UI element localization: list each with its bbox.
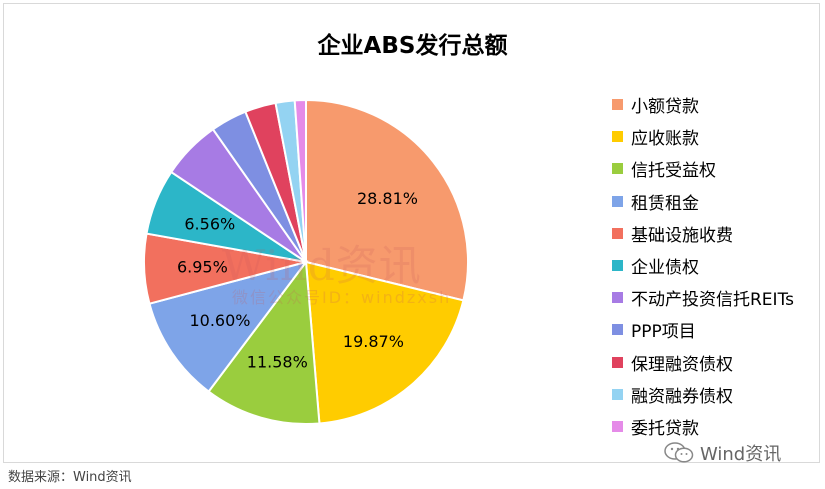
legend-item: PPP项目 bbox=[612, 315, 822, 345]
legend-swatch bbox=[612, 260, 623, 271]
legend-label: 基础设施收费 bbox=[631, 225, 733, 246]
pie-data-label: 6.56% bbox=[184, 214, 235, 233]
legend-label: 小额贷款 bbox=[631, 97, 699, 117]
brand-text: Wind资讯 bbox=[700, 444, 782, 465]
legend-swatch bbox=[612, 324, 623, 336]
legend-item: 保理融资债权 bbox=[612, 348, 822, 378]
watermark-sub: 微信公众号ID：windzxsh bbox=[232, 288, 452, 307]
legend-swatch bbox=[612, 195, 623, 207]
pie-data-label: 19.87% bbox=[343, 332, 404, 351]
legend-item: 小额贷款 bbox=[612, 90, 822, 120]
legend-label: PPP项目 bbox=[631, 322, 696, 343]
source-note: 数据来源：Wind资讯 bbox=[8, 470, 132, 485]
pie-slice bbox=[148, 260, 309, 393]
legend-swatch bbox=[612, 163, 623, 175]
chart-frame: 企业ABS发行总额 28.81% 19.87% 11.58% 10.60% 6.95% 6… bbox=[3, 3, 820, 463]
watermark-main: Wind资讯 bbox=[222, 241, 422, 290]
pie-chart: 28.81% 19.87% 11.58% 10.60% 6.95% 6.56% bbox=[143, 98, 469, 425]
legend-swatch bbox=[612, 356, 623, 368]
pie-slice bbox=[293, 98, 307, 263]
legend-item: 融资融券债权 bbox=[612, 380, 822, 410]
pie-slice bbox=[305, 98, 469, 302]
pie-data-label: 11.58% bbox=[247, 353, 308, 372]
pie-slice bbox=[304, 260, 465, 425]
legend-label: 融资融券债权 bbox=[631, 386, 733, 407]
legend-label: 租赁租金 bbox=[631, 193, 699, 214]
legend-swatch bbox=[612, 99, 623, 110]
pie-data-label: 28.81% bbox=[357, 189, 418, 208]
pie-slice bbox=[207, 259, 321, 425]
legend-item: 租赁租金 bbox=[612, 187, 822, 217]
legend-item: 信托受益权 bbox=[612, 154, 822, 184]
legend-swatch bbox=[612, 388, 623, 400]
legend-swatch bbox=[612, 131, 623, 143]
legend-label: 委托贷款 bbox=[631, 419, 699, 439]
legend-label: 信托受益权 bbox=[631, 161, 716, 182]
wechat-icon bbox=[664, 442, 694, 463]
legend-item: 不动产投资信托REITs bbox=[612, 283, 822, 313]
pie-data-label: 10.60% bbox=[189, 311, 250, 330]
legend-swatch bbox=[612, 227, 623, 239]
legend-label: 不动产投资信托REITs bbox=[631, 290, 794, 311]
brand: Wind资讯 bbox=[664, 440, 781, 466]
legend-item: 企业债权 bbox=[612, 251, 822, 281]
legend-label: 企业债权 bbox=[631, 258, 699, 278]
legend-item: 委托贷款 bbox=[612, 412, 822, 442]
legend-label: 保理融资债权 bbox=[631, 354, 733, 375]
pie-data-label: 6.95% bbox=[177, 257, 228, 276]
chart-title: 企业ABS发行总额 bbox=[317, 33, 508, 59]
legend-label: 应收账款 bbox=[631, 129, 699, 150]
legend-swatch bbox=[612, 292, 623, 304]
legend-swatch bbox=[612, 421, 623, 432]
legend-item: 基础设施收费 bbox=[612, 219, 822, 249]
legend-item: 应收账款 bbox=[612, 122, 822, 152]
